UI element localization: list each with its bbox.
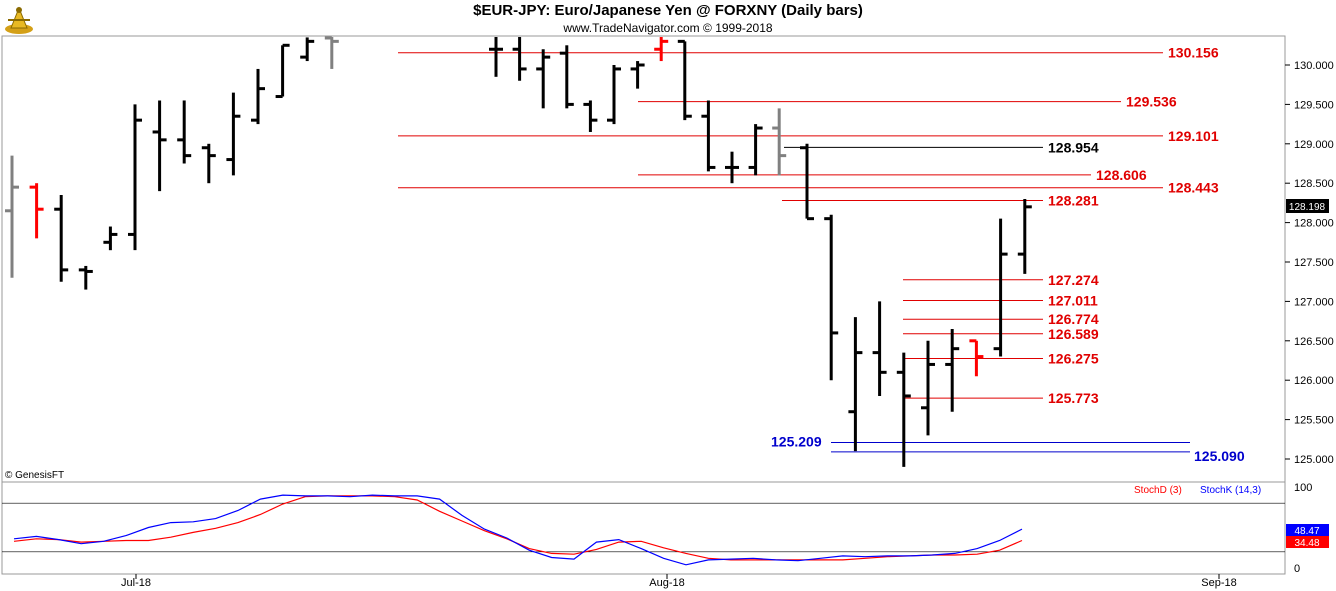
ohlc-bar bbox=[78, 265, 93, 290]
price-level-label: 125.209 bbox=[771, 434, 822, 450]
ohlc-bar bbox=[896, 352, 911, 467]
price-level-label: 126.589 bbox=[1048, 326, 1099, 342]
ohlc-bar bbox=[128, 104, 142, 251]
price-level-label: 128.606 bbox=[1096, 167, 1147, 183]
stoch-k-last-value: 48.47 bbox=[1294, 526, 1319, 537]
stoch-k-legend: StochK (14,3) bbox=[1200, 485, 1261, 496]
ohlc-bar bbox=[945, 328, 960, 412]
ohlc-bar bbox=[1017, 198, 1032, 274]
ohlc-bar bbox=[536, 49, 551, 109]
price-level-label: 127.011 bbox=[1048, 293, 1098, 309]
price-level-label: 128.281 bbox=[1048, 192, 1099, 208]
price-level-label: 125.090 bbox=[1194, 448, 1245, 464]
ohlc-bar bbox=[800, 143, 814, 221]
ohlc-bar bbox=[748, 124, 763, 176]
price-panel-frame bbox=[1, 35, 1286, 483]
stochastic-tick-label: 0 bbox=[1294, 563, 1300, 575]
price-tick-label: 130.000 bbox=[1294, 60, 1334, 72]
last-price-label: 128.198 bbox=[1289, 202, 1326, 213]
price-tick-label: 129.000 bbox=[1294, 139, 1334, 151]
ohlc-bar bbox=[701, 100, 716, 172]
price-tick-label: 127.000 bbox=[1294, 296, 1334, 308]
ohlc-bar bbox=[489, 37, 503, 77]
price-level-label: 127.274 bbox=[1048, 272, 1099, 288]
ohlc-bar bbox=[824, 214, 839, 381]
ohlc-bar bbox=[251, 68, 265, 125]
stoch-d-last-value: 34.48 bbox=[1294, 538, 1319, 549]
time-tick-label: Jul-18 bbox=[121, 577, 151, 589]
price-level-label: 129.101 bbox=[1168, 128, 1219, 144]
ohlc-bar bbox=[324, 36, 339, 69]
ohlc-bar bbox=[630, 61, 645, 89]
ohlc-bar bbox=[512, 37, 527, 81]
ohlc-bar bbox=[921, 340, 935, 436]
chart-subtitle: www.TradeNavigator.com © 1999-2018 bbox=[563, 21, 773, 35]
ohlc-bar bbox=[54, 195, 69, 282]
ohlc-bar bbox=[300, 37, 315, 62]
ohlc-bar bbox=[848, 317, 863, 452]
last-price-marker: 128.198 bbox=[1286, 199, 1329, 213]
ohlc-bar bbox=[201, 143, 216, 184]
price-tick-label: 125.000 bbox=[1294, 454, 1334, 466]
ohlc-bars bbox=[5, 36, 1032, 467]
ohlc-bar bbox=[5, 155, 19, 278]
ohlc-bar bbox=[872, 301, 887, 396]
ohlc-bar bbox=[993, 218, 1008, 357]
ohlc-bar bbox=[772, 108, 787, 176]
ohlc-bar bbox=[583, 100, 598, 132]
price-level-label: 130.156 bbox=[1168, 45, 1219, 61]
source-note: © GenesisFT bbox=[5, 470, 64, 481]
chart-title: $EUR-JPY: Euro/Japanese Yen @ FORXNY (Da… bbox=[473, 2, 863, 19]
stochastic-panel-frame bbox=[1, 481, 1286, 575]
price-tick-label: 129.500 bbox=[1294, 99, 1334, 111]
price-axis-ticks: 130.000 129.500 129.000 128.500 128.000 127.5… bbox=[1285, 60, 1334, 466]
time-tick-label: Sep-18 bbox=[1201, 577, 1236, 589]
ohlc-bar bbox=[559, 45, 574, 109]
ohlc-bar bbox=[654, 37, 669, 62]
price-level-label: 129.536 bbox=[1126, 94, 1177, 110]
price-level-label: 126.774 bbox=[1048, 311, 1099, 327]
ohlc-bar bbox=[607, 65, 621, 125]
price-tick-label: 128.000 bbox=[1294, 218, 1334, 230]
ohlc-bar bbox=[725, 151, 739, 184]
trade-navigator-logo-icon bbox=[5, 6, 33, 34]
stoch-k-line bbox=[13, 494, 1023, 566]
stoch-d-last-box bbox=[1286, 536, 1329, 548]
ohlc-bar bbox=[29, 183, 44, 239]
price-level-label: 128.954 bbox=[1048, 139, 1099, 155]
ohlc-bar bbox=[677, 39, 692, 121]
price-tick-label: 128.500 bbox=[1294, 178, 1334, 190]
stoch-d-legend: StochD (3) bbox=[1134, 485, 1182, 496]
price-levels: 130.156 129.536 129.101 128.954 128.606 128.4… bbox=[398, 45, 1245, 464]
price-tick-label: 126.500 bbox=[1294, 336, 1334, 348]
stoch-d-line bbox=[13, 495, 1023, 561]
price-level-label: 128.443 bbox=[1168, 180, 1219, 196]
ohlc-bar bbox=[103, 226, 118, 251]
price-tick-label: 127.500 bbox=[1294, 257, 1334, 269]
ohlc-bar bbox=[275, 43, 290, 99]
time-tick-label: Aug-18 bbox=[649, 577, 684, 589]
ohlc-bar bbox=[152, 100, 167, 192]
ohlc-bar bbox=[177, 100, 192, 164]
stoch-k-last-box bbox=[1286, 524, 1329, 536]
ohlc-bar bbox=[969, 339, 984, 377]
stochastic-tick-label: 100 bbox=[1294, 482, 1312, 494]
ohlc-bar bbox=[226, 92, 241, 176]
price-tick-label: 126.000 bbox=[1294, 375, 1334, 387]
price-level-label: 125.773 bbox=[1048, 390, 1099, 406]
price-tick-label: 125.500 bbox=[1294, 415, 1334, 427]
time-axis-ticks: Jul-18 Aug-18 Sep-18 bbox=[121, 574, 1237, 589]
price-level-label: 126.275 bbox=[1048, 351, 1099, 367]
